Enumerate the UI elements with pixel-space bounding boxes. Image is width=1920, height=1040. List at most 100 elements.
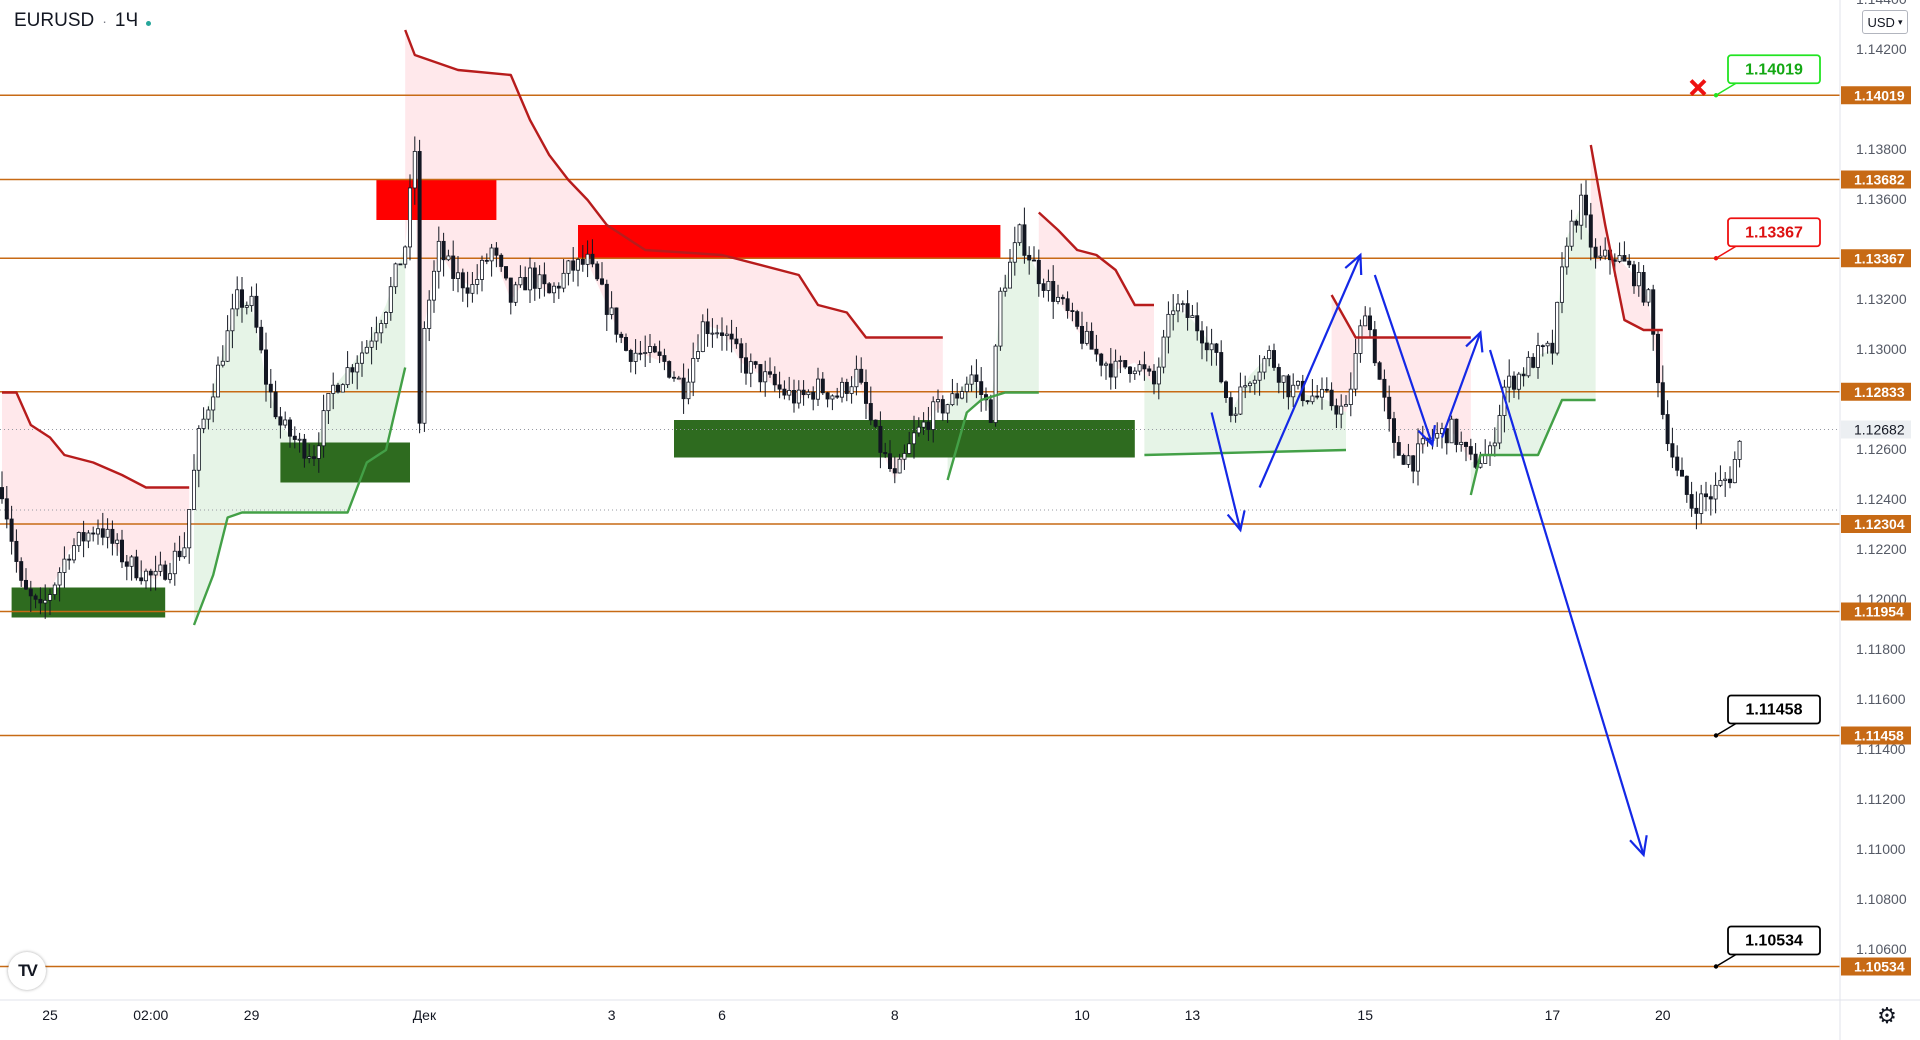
candle — [1392, 411, 1397, 459]
candle-body — [57, 572, 62, 586]
candle — [518, 265, 523, 288]
candle-body — [182, 547, 187, 558]
candle — [278, 407, 283, 439]
gear-icon[interactable]: ⚙ — [1877, 1003, 1897, 1028]
candle-body — [897, 458, 902, 474]
candle — [14, 529, 19, 573]
candle — [1195, 302, 1200, 341]
candle — [326, 392, 331, 424]
candle-body — [768, 371, 773, 375]
candle-body — [33, 595, 38, 600]
candle — [657, 340, 662, 364]
candle-body — [1320, 388, 1325, 398]
symbol-header[interactable]: EURUSD · 1Ч — [10, 8, 156, 34]
candle-body — [1536, 345, 1541, 368]
candle-body — [1737, 440, 1742, 460]
candle-body — [571, 260, 576, 271]
candle-body — [902, 453, 907, 460]
candle — [993, 344, 998, 427]
candle-body — [422, 328, 427, 424]
candle-body — [1296, 380, 1301, 386]
currency-select[interactable]: USD ▾ — [1862, 10, 1908, 34]
candle — [691, 342, 696, 397]
candle-body — [830, 395, 835, 400]
price-callout-1.10534[interactable]: 1.10534 — [1713, 925, 1821, 969]
candle-body — [1257, 371, 1262, 381]
candle — [1737, 440, 1742, 468]
callout-pointer — [1715, 245, 1737, 259]
candle-body — [988, 399, 993, 423]
close-icon[interactable] — [1689, 79, 1707, 96]
candle — [23, 568, 28, 591]
candle — [1036, 249, 1041, 297]
candle — [892, 456, 897, 484]
candle-body — [1214, 343, 1219, 353]
support-trail-3 — [1469, 398, 1596, 496]
candle — [105, 518, 110, 549]
candle — [1377, 360, 1382, 380]
candle — [19, 557, 24, 587]
candle — [1507, 359, 1512, 403]
price-callout-1.13367[interactable]: 1.13367 — [1713, 217, 1821, 261]
candle — [355, 355, 360, 390]
candle — [662, 348, 667, 371]
candle — [1368, 307, 1373, 337]
candle — [672, 371, 677, 382]
candle-body — [624, 337, 629, 351]
price-callout-1.11458[interactable]: 1.11458 — [1713, 694, 1821, 738]
candle — [528, 257, 533, 304]
supply-zone-1[interactable] — [578, 225, 1001, 259]
forecast-arrow-1[interactable] — [1258, 252, 1363, 488]
forecast-arrow-0[interactable] — [1210, 412, 1246, 533]
demand-zone-0[interactable] — [11, 587, 166, 618]
candle-body — [139, 577, 144, 582]
forecast-arrow-4[interactable] — [1488, 349, 1648, 858]
candle — [1022, 207, 1027, 264]
candle — [1564, 237, 1569, 275]
candle-body — [1512, 375, 1517, 390]
candle — [484, 253, 489, 265]
candle-body — [4, 498, 9, 520]
support-shade-0 — [194, 245, 406, 625]
arrow-shaft — [1440, 332, 1482, 438]
candle-body — [1492, 442, 1497, 447]
candle-body — [278, 416, 283, 426]
callout-box — [1727, 694, 1821, 725]
tradingview-logo[interactable]: TV — [8, 952, 46, 990]
price-tick-label: 1.14400 — [1856, 0, 1907, 7]
candle-body — [494, 247, 499, 256]
candle-body — [1113, 360, 1118, 378]
candle-body — [503, 266, 508, 279]
candle-body — [379, 323, 384, 334]
candle — [700, 314, 705, 353]
candle — [532, 262, 537, 301]
candle-body — [1680, 469, 1685, 477]
candle-body — [816, 378, 821, 400]
callouts-layer: 1.14019 1.13367 1.11458 1.10534 — [1689, 54, 1821, 969]
forecast-arrow-2[interactable] — [1373, 274, 1436, 448]
candle-body — [129, 556, 134, 567]
candle — [1089, 322, 1094, 350]
callout-box — [1727, 925, 1821, 956]
price-callout-1.14019[interactable]: 1.14019 — [1713, 54, 1821, 98]
trails-layer — [2, 29, 1663, 626]
candle — [748, 353, 753, 388]
candle-body — [407, 187, 412, 248]
candle — [1286, 373, 1291, 410]
candle-body — [417, 151, 422, 424]
candle-body — [235, 289, 240, 310]
candle — [739, 338, 744, 373]
candle-body — [753, 361, 758, 365]
candle — [215, 356, 220, 398]
candle — [1108, 347, 1113, 390]
forecast-arrow-3[interactable] — [1440, 330, 1484, 438]
candle-body — [316, 445, 321, 459]
candle-body — [1526, 356, 1531, 377]
demand-zone-1[interactable] — [280, 442, 410, 483]
time-tick-label: 02:00 — [133, 1007, 168, 1023]
level-badge-1.11458 — [1841, 726, 1911, 745]
supply-zone-0[interactable] — [376, 180, 497, 220]
candle-body — [475, 279, 480, 285]
candle — [1406, 443, 1411, 468]
